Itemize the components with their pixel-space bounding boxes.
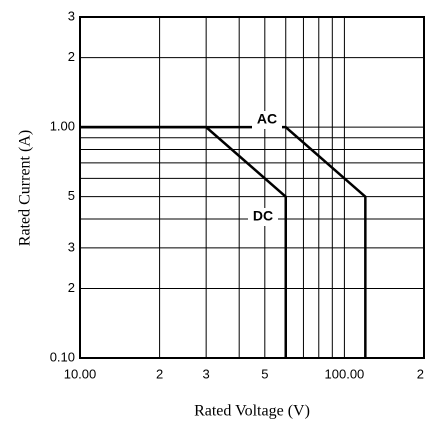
plot-frame	[79, 16, 425, 359]
series-label: DC	[253, 208, 273, 224]
y-tick-label: 2	[68, 49, 75, 64]
y-tick-label: 3	[68, 239, 75, 254]
series-label-box	[252, 111, 282, 129]
x-tick-label: 2	[156, 366, 163, 381]
series-label: AC	[257, 111, 277, 127]
x-axis-label: Rated Voltage (V)	[194, 403, 310, 420]
series-line	[80, 125, 367, 358]
x-tick-label: 100.00	[325, 366, 365, 381]
y-axis-label: Rated Current (A)	[17, 130, 34, 246]
x-tick-label: 3	[203, 366, 210, 381]
y-tick-label: 0.10	[50, 349, 75, 364]
series-line	[80, 125, 287, 358]
series-label-box	[248, 208, 278, 226]
x-tick-label: 5	[261, 366, 268, 381]
x-tick-label: 10.00	[64, 366, 97, 381]
x-tick-label: 2	[417, 366, 424, 381]
y-tick-label: 3	[68, 8, 75, 23]
y-tick-label: 2	[68, 280, 75, 295]
y-tick-label: 5	[68, 188, 75, 203]
y-tick-label: 1.00	[50, 119, 75, 134]
